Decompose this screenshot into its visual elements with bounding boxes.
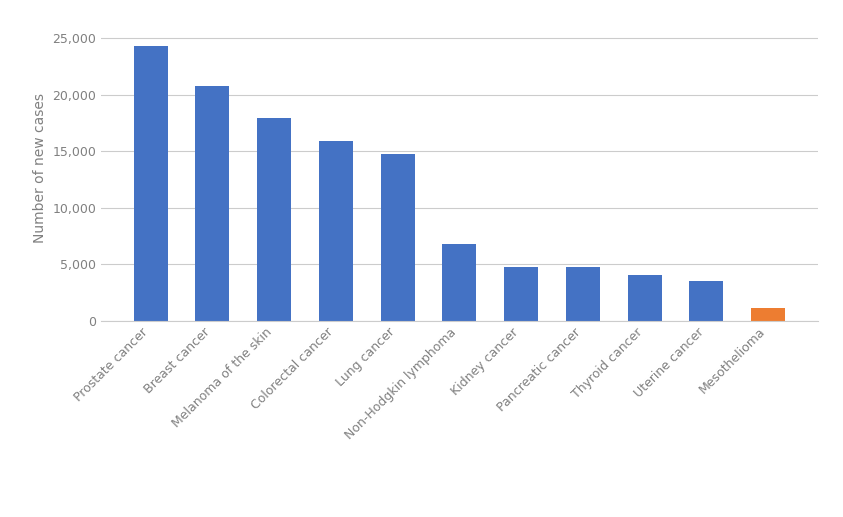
Bar xyxy=(751,308,785,321)
Bar xyxy=(690,281,723,321)
Bar xyxy=(134,46,168,321)
Bar xyxy=(566,267,600,321)
Bar xyxy=(381,155,415,321)
Bar xyxy=(319,141,353,321)
Bar xyxy=(628,275,662,321)
Bar xyxy=(504,267,538,321)
Bar xyxy=(196,85,229,321)
Bar xyxy=(257,118,291,321)
Bar xyxy=(443,244,476,321)
Y-axis label: Number of new cases: Number of new cases xyxy=(33,93,47,243)
